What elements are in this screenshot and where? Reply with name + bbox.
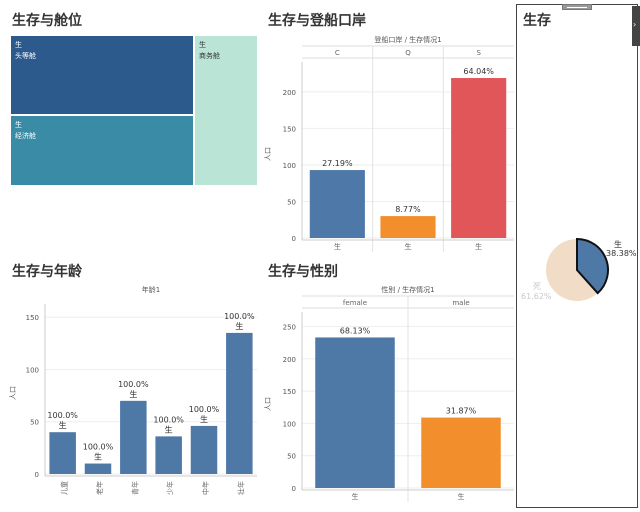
class-treemap[interactable]: 生 头等舱 生 经济舱 生 商务舱 — [10, 35, 258, 186]
category-label: 老年 — [95, 481, 104, 495]
bar-value-label: 100.0% — [83, 443, 114, 452]
category-label: 青年 — [130, 481, 139, 495]
y-axis-label: 人口 — [9, 386, 17, 400]
pie-label: 生 — [614, 239, 622, 249]
bar — [451, 78, 507, 238]
category-label: 中年 — [201, 481, 210, 495]
y-tick-label: 150 — [283, 388, 296, 396]
bar-value-label: 31.87% — [446, 407, 477, 416]
bar-value-label: 27.19% — [322, 159, 353, 168]
treemap-cell-status: 生 — [15, 41, 22, 49]
y-tick-label: 100 — [26, 366, 39, 374]
bottom-label: 生 — [405, 242, 412, 251]
bar-value-label: 100.0% — [47, 411, 78, 420]
category-label: 壮年 — [236, 481, 245, 495]
treemap-cell-class: 头等舱 — [15, 52, 36, 60]
bottom-label: 生 — [458, 492, 465, 501]
pie-chart-title: 生存 — [523, 13, 551, 29]
y-tick-label: 0 — [35, 471, 39, 479]
category-label: Q — [405, 49, 411, 57]
treemap-cell-status: 生 — [15, 121, 22, 129]
y-tick-label: 150 — [283, 125, 296, 133]
bar-sub-label: 生 — [165, 424, 173, 434]
category-label: S — [476, 49, 481, 57]
y-axis-label: 人口 — [264, 397, 272, 411]
bottom-label: 生 — [334, 242, 341, 251]
treemap-cell-class: 经济舱 — [15, 132, 36, 140]
bar-value-label: 8.77% — [395, 205, 421, 214]
y-tick-label: 200 — [283, 89, 296, 97]
y-tick-label: 150 — [26, 314, 39, 322]
bar — [309, 170, 365, 238]
pie-percent: 38.38% — [606, 249, 637, 258]
chart-header: 登船口岸 / 生存情况1 — [374, 35, 441, 44]
y-axis-label: 人口 — [264, 147, 272, 161]
bar-value-label: 100.0% — [153, 415, 184, 424]
sex-chart-title: 生存与性别 — [268, 264, 338, 280]
y-tick-label: 50 — [287, 198, 296, 206]
y-tick-label: 0 — [292, 235, 296, 243]
treemap-cell-business[interactable]: 生 商务舱 — [194, 35, 258, 186]
bar — [380, 216, 436, 238]
survival-pie-panel[interactable]: 生存 生 38.38% 死 61.62% — [516, 4, 638, 508]
bar-sub-label: 生 — [200, 414, 208, 424]
treemap-cell-first[interactable]: 生 头等舱 — [10, 35, 194, 115]
bar-sub-label: 生 — [59, 420, 67, 430]
chart-header: 性别 / 生存情况1 — [381, 285, 434, 294]
embark-chart-title: 生存与登船口岸 — [268, 13, 366, 29]
bar — [155, 436, 182, 474]
y-tick-label: 250 — [283, 323, 296, 331]
y-tick-label: 200 — [283, 356, 296, 364]
bar — [315, 337, 395, 488]
chart-header: 年龄1 — [142, 285, 160, 294]
treemap-cell-class: 商务舱 — [199, 52, 220, 60]
bar — [421, 417, 501, 488]
category-label: male — [452, 299, 469, 307]
y-tick-label: 100 — [283, 162, 296, 170]
category-label: 少年 — [166, 481, 175, 495]
bar-value-label: 64.04% — [463, 67, 494, 76]
treemap-title: 生存与舱位 — [12, 13, 82, 29]
embark-bar-chart[interactable]: 登船口岸 / 生存情况1 人口 0 50 100 150 200 27.19% C 生 8.77% Q… — [260, 30, 515, 255]
bar-sub-label: 生 — [129, 389, 137, 399]
survival-pie-chart[interactable]: 生38.38% 死61.62% — [517, 225, 637, 315]
bar — [84, 463, 112, 474]
y-tick-label: 100 — [283, 420, 296, 428]
pie-slice — [546, 239, 598, 301]
pie-label: 死 — [533, 282, 541, 291]
bottom-label: 生 — [475, 242, 482, 251]
category-label: 儿童 — [60, 481, 69, 495]
bar-value-label: 100.0% — [189, 405, 220, 414]
bar — [226, 332, 253, 474]
panel-drag-handle[interactable] — [562, 4, 592, 10]
y-tick-label: 50 — [287, 453, 296, 461]
category-label: C — [335, 49, 340, 57]
category-label: female — [343, 299, 367, 307]
bar — [120, 400, 147, 474]
bar-value-label: 100.0% — [224, 312, 255, 321]
bar — [49, 432, 76, 474]
y-tick-label: 50 — [30, 419, 39, 427]
age-chart-title: 生存与年龄 — [12, 264, 82, 280]
bottom-label: 生 — [352, 492, 359, 501]
panel-expand-tab[interactable] — [632, 6, 640, 46]
pie-percent: 61.62% — [521, 292, 552, 301]
y-tick-label: 0 — [292, 485, 296, 493]
sex-bar-chart[interactable]: 性别 / 生存情况1 人口 0 50 100 150 200 250 68.13% female 生… — [260, 280, 515, 508]
bar — [190, 425, 218, 474]
pie-slice — [576, 237, 609, 295]
bar-value-label: 68.13% — [340, 326, 371, 335]
treemap-cell-status: 生 — [199, 41, 206, 49]
bar-sub-label: 生 — [235, 321, 243, 331]
age-bar-chart[interactable]: 年龄1人口050100150100.0%生儿童100.0%生老年100.0%生青… — [5, 280, 260, 508]
bar-sub-label: 生 — [94, 452, 102, 462]
bar-value-label: 100.0% — [118, 380, 149, 389]
treemap-cell-economy[interactable]: 生 经济舱 — [10, 115, 194, 186]
